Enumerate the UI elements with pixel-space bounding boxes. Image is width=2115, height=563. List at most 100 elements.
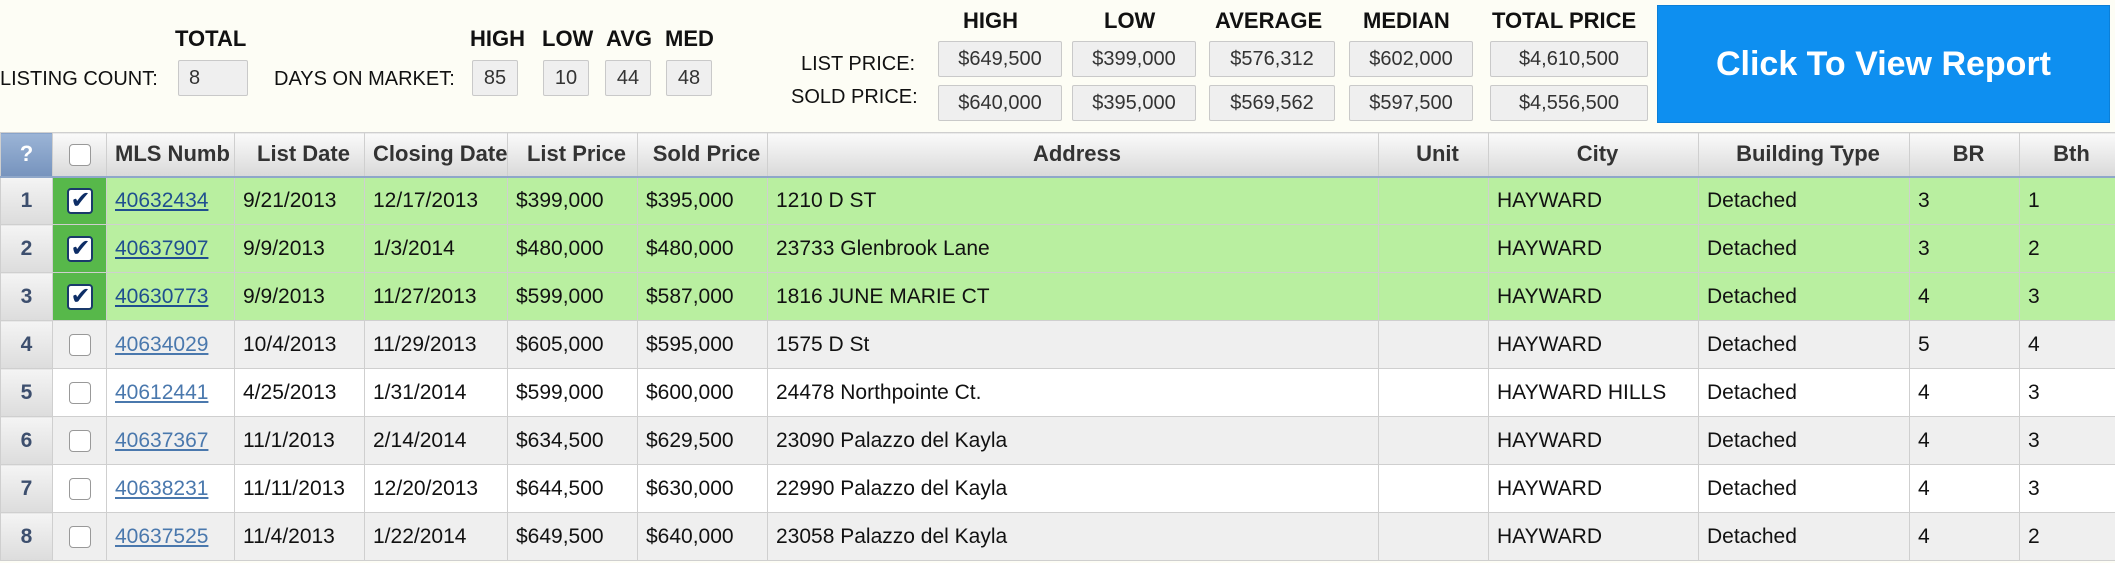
row-select-cell[interactable] [52,512,107,561]
list-price-low: $399,000 [1072,41,1196,77]
mls-link[interactable]: 40638231 [115,476,209,500]
address-cell: 1816 JUNE MARIE CT [767,272,1379,321]
row-select-cell[interactable] [52,176,107,225]
total-header: TOTAL [175,26,247,51]
row-checkbox[interactable] [68,333,91,356]
row-number: 1 [0,176,53,225]
dom-med-header: MED [665,26,714,51]
city-cell: HAYWARD [1488,176,1699,225]
list-date-cell: 9/9/2013 [234,224,365,273]
sold-price-cell: $630,000 [637,464,768,513]
col-header-unit[interactable]: Unit [1378,132,1489,178]
list-price-label: LIST PRICE: [801,53,916,75]
table-row[interactable]: 6 40637367 11/1/2013 2/14/2014 $634,500 … [0,416,2115,465]
bth-cell: 4 [2019,320,2115,369]
col-header-sold-price[interactable]: Sold Price [637,132,768,178]
row-checkbox[interactable] [68,477,91,500]
br-cell: 4 [1909,368,2020,417]
mls-link[interactable]: 40634029 [115,332,209,356]
row-checkbox[interactable] [68,429,91,452]
unit-cell [1378,512,1489,561]
city-cell: HAYWARD [1488,416,1699,465]
dom-high-value: 85 [472,60,518,96]
mls-link[interactable]: 40632434 [115,188,209,212]
table-row[interactable]: 4 40634029 10/4/2013 11/29/2013 $605,000… [0,320,2115,369]
table-row[interactable]: 1 40632434 9/21/2013 12/17/2013 $399,000… [0,176,2115,225]
mls-link[interactable]: 40637907 [115,236,209,260]
row-checkbox[interactable] [66,234,93,263]
table-row[interactable]: 2 40637907 9/9/2013 1/3/2014 $480,000 $4… [0,224,2115,273]
row-checkbox[interactable] [66,186,93,215]
dom-avg-header: AVG [606,26,653,51]
row-select-cell[interactable] [52,320,107,369]
mls-cell: 40637367 [106,416,235,465]
col-header-list-date[interactable]: List Date [234,132,365,178]
list-date-cell: 11/4/2013 [234,512,365,561]
sold-price-cell: $480,000 [637,224,768,273]
address-cell: 1210 D ST [767,176,1379,225]
sold-price-label: SOLD PRICE: [791,86,918,108]
unit-cell [1378,320,1489,369]
select-all-cell[interactable] [52,132,107,178]
row-number: 6 [0,416,53,465]
col-header-br[interactable]: BR [1909,132,2020,178]
building-type-cell: Detached [1698,224,1910,273]
list-price-cell: $399,000 [507,176,638,225]
bth-cell: 3 [2019,416,2115,465]
listing-count-value: 8 [178,60,248,96]
mls-link[interactable]: 40637525 [115,524,209,548]
list-price-cell: $644,500 [507,464,638,513]
mls-cell: 40634029 [106,320,235,369]
list-price-cell: $599,000 [507,368,638,417]
help-icon[interactable]: ? [0,132,53,178]
closing-date-cell: 12/20/2013 [364,464,508,513]
table-row[interactable]: 5 40612441 4/25/2013 1/31/2014 $599,000 … [0,368,2115,417]
col-header-bth[interactable]: Bth [2019,132,2115,178]
row-select-cell[interactable] [52,368,107,417]
col-header-building-type[interactable]: Building Type [1698,132,1910,178]
price-low-header: LOW [1104,8,1156,33]
row-checkbox[interactable] [68,525,91,548]
view-report-button[interactable]: Click To View Report [1657,5,2110,123]
col-header-list-price[interactable]: List Price [507,132,638,178]
closing-date-cell: 1/3/2014 [364,224,508,273]
row-select-cell[interactable] [52,272,107,321]
closing-date-cell: 11/27/2013 [364,272,508,321]
table-row[interactable]: 3 40630773 9/9/2013 11/27/2013 $599,000 … [0,272,2115,321]
unit-cell [1378,464,1489,513]
price-average-header: AVERAGE [1215,8,1323,33]
mls-link[interactable]: 40637367 [115,428,209,452]
sold-price-cell: $395,000 [637,176,768,225]
col-header-address[interactable]: Address [767,132,1379,178]
sold-price-cell: $629,500 [637,416,768,465]
list-price-cell: $605,000 [507,320,638,369]
table-row[interactable]: 8 40637525 11/4/2013 1/22/2014 $649,500 … [0,512,2115,561]
row-checkbox[interactable] [68,381,91,404]
col-header-mls[interactable]: MLS Numb [106,132,235,178]
closing-date-cell: 1/31/2014 [364,368,508,417]
mls-link[interactable]: 40630773 [115,284,209,308]
col-header-city[interactable]: City [1488,132,1699,178]
br-cell: 4 [1909,512,2020,561]
closing-date-cell: 11/29/2013 [364,320,508,369]
row-select-cell[interactable] [52,464,107,513]
row-checkbox[interactable] [66,282,93,311]
mls-link[interactable]: 40612441 [115,380,209,404]
building-type-cell: Detached [1698,320,1910,369]
row-select-cell[interactable] [52,416,107,465]
list-price-median: $602,000 [1349,41,1473,77]
building-type-cell: Detached [1698,464,1910,513]
list-price-total: $4,610,500 [1490,41,1648,77]
listing-count-label: LISTING COUNT: [0,68,158,90]
dom-low-header: LOW [542,26,594,51]
mls-cell: 40637525 [106,512,235,561]
row-select-cell[interactable] [52,224,107,273]
mls-cell: 40638231 [106,464,235,513]
city-cell: HAYWARD HILLS [1488,368,1699,417]
bth-cell: 3 [2019,272,2115,321]
list-price-cell: $634,500 [507,416,638,465]
col-header-closing-date[interactable]: Closing Date [364,132,508,178]
table-row[interactable]: 7 40638231 11/11/2013 12/20/2013 $644,50… [0,464,2115,513]
list-date-cell: 4/25/2013 [234,368,365,417]
select-all-checkbox[interactable] [68,144,91,167]
